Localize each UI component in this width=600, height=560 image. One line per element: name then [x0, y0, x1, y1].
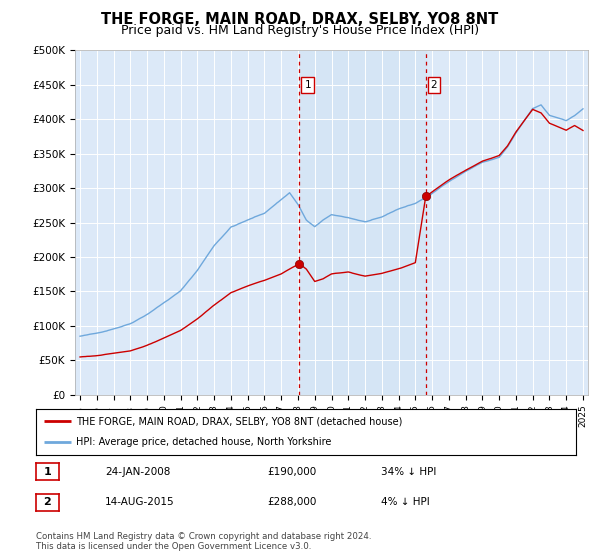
- Text: £190,000: £190,000: [267, 466, 316, 477]
- Text: 1: 1: [304, 80, 311, 90]
- Text: Contains HM Land Registry data © Crown copyright and database right 2024.
This d: Contains HM Land Registry data © Crown c…: [36, 532, 371, 552]
- Text: 1: 1: [44, 466, 51, 477]
- Text: 34% ↓ HPI: 34% ↓ HPI: [381, 466, 436, 477]
- Text: 4% ↓ HPI: 4% ↓ HPI: [381, 497, 430, 507]
- Text: THE FORGE, MAIN ROAD, DRAX, SELBY, YO8 8NT: THE FORGE, MAIN ROAD, DRAX, SELBY, YO8 8…: [101, 12, 499, 27]
- Bar: [299, 50, 426, 395]
- Text: £288,000: £288,000: [267, 497, 316, 507]
- Text: 14-AUG-2015: 14-AUG-2015: [105, 497, 175, 507]
- Text: THE FORGE, MAIN ROAD, DRAX, SELBY, YO8 8NT (detached house): THE FORGE, MAIN ROAD, DRAX, SELBY, YO8 8…: [77, 416, 403, 426]
- Text: 2: 2: [44, 497, 51, 507]
- Text: 2: 2: [431, 80, 437, 90]
- Text: HPI: Average price, detached house, North Yorkshire: HPI: Average price, detached house, Nort…: [77, 437, 332, 447]
- Text: 24-JAN-2008: 24-JAN-2008: [105, 466, 170, 477]
- Text: Price paid vs. HM Land Registry's House Price Index (HPI): Price paid vs. HM Land Registry's House …: [121, 24, 479, 37]
